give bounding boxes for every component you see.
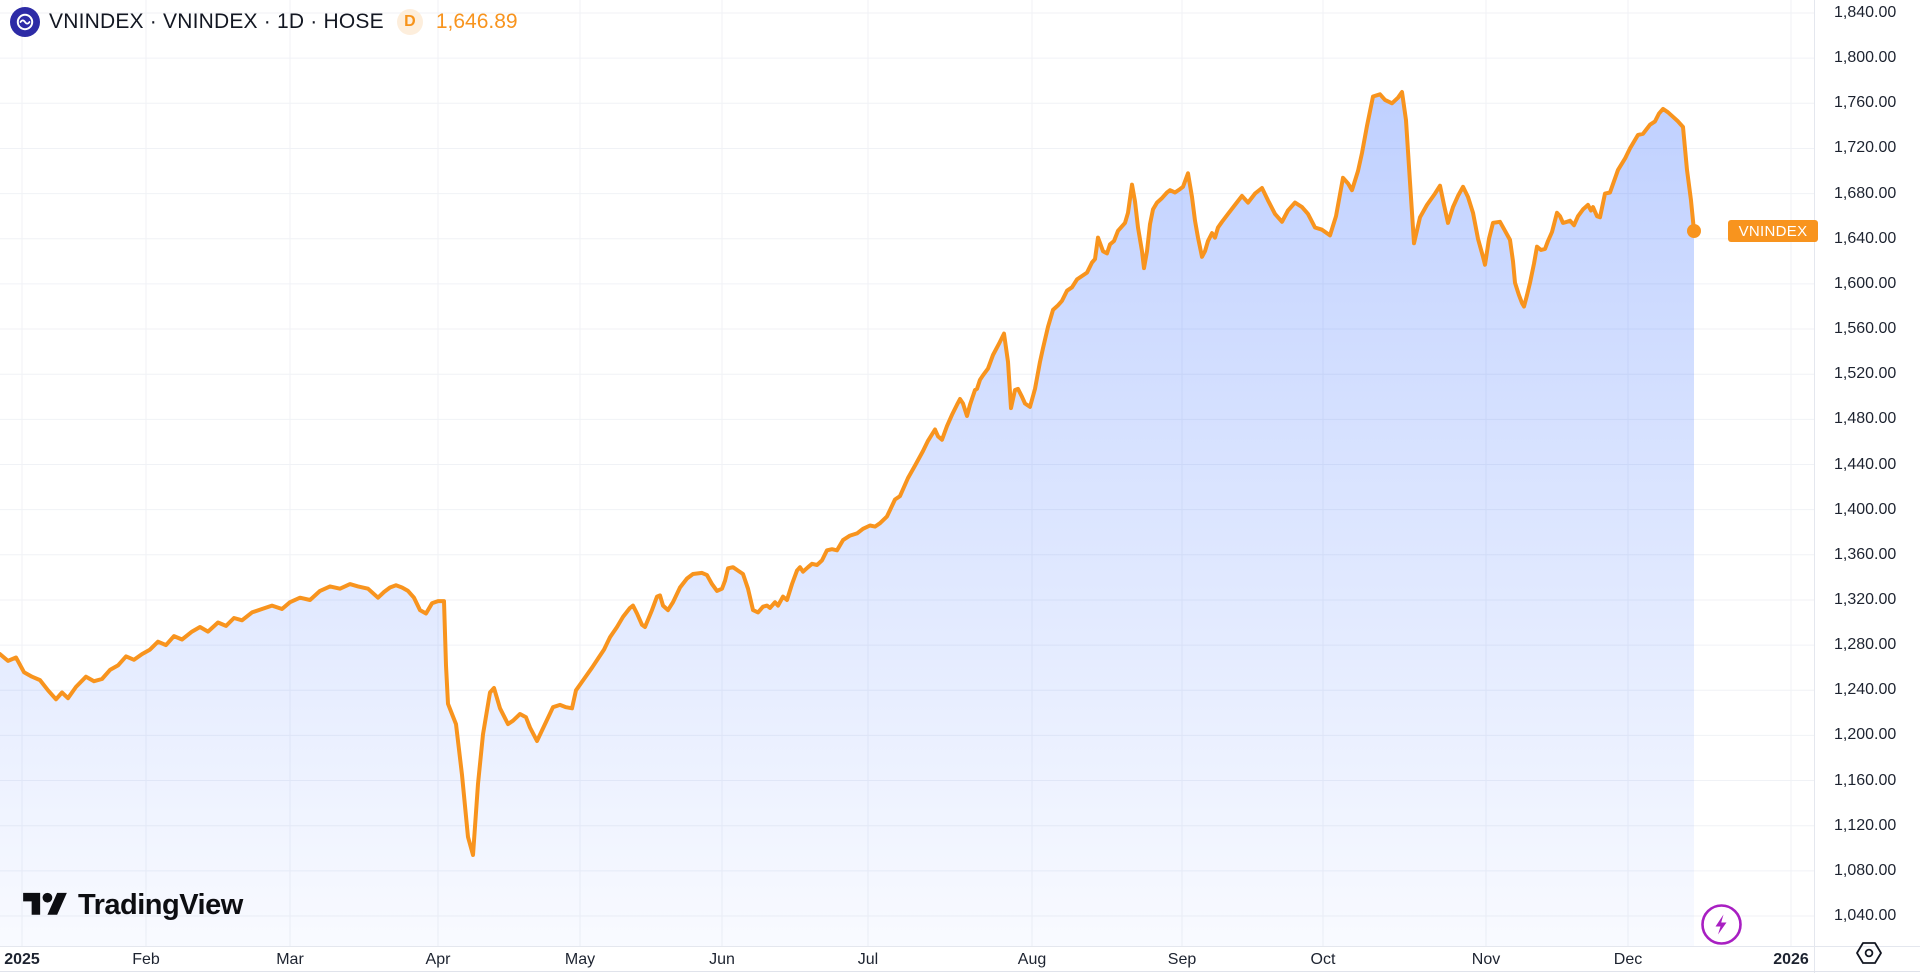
price-axis-label: 1,320.00 (1834, 591, 1897, 608)
time-axis-label: 2025 (4, 950, 40, 968)
time-axis[interactable]: 2025 Feb Mar Apr May Jun Jul Aug Sep Oct Nov Dec 202… (0, 946, 1814, 973)
price-axis-label: 1,560.00 (1834, 320, 1897, 338)
price-axis-label: 1,440.00 (1834, 455, 1897, 473)
price-axis[interactable]: 1,840.00 1,800.00 1,760.00 1,720.00 1,680.00… (1814, 0, 1920, 946)
axis-settings-button[interactable] (1852, 938, 1886, 968)
price-axis-label: 1,520.00 (1834, 365, 1897, 383)
lightning-icon (1701, 904, 1742, 945)
price-axis-label: 1,200.00 (1834, 726, 1897, 744)
interval-badge[interactable]: D (396, 9, 423, 35)
time-axis-label: Sep (1167, 950, 1197, 968)
hexagon-settings-icon (1856, 942, 1882, 964)
time-axis-label: Dec (1613, 950, 1643, 968)
price-axis-label: 1,040.00 (1834, 907, 1897, 924)
time-axis-label: Jun (709, 950, 735, 968)
time-axis-label: Apr (425, 950, 451, 968)
time-axis-label: Oct (1310, 950, 1336, 968)
price-axis-label: 1,280.00 (1834, 636, 1897, 654)
price-axis-label: 1,600.00 (1834, 274, 1897, 292)
time-axis-label: May (564, 950, 596, 968)
price-axis-label: 1,480.00 (1834, 410, 1897, 428)
price-axis-label: 1,680.00 (1834, 184, 1897, 202)
time-axis-label: Feb (132, 950, 160, 968)
time-axis-label: 2026 (1773, 950, 1809, 968)
bottom-border (0, 971, 1920, 972)
price-axis-label: 1,720.00 (1834, 139, 1897, 157)
flash-button[interactable] (1700, 903, 1743, 946)
symbol-title[interactable]: VNINDEX · VNINDEX · 1D · HOSE (49, 10, 384, 33)
time-axis-label: Nov (1471, 950, 1501, 968)
price-axis-label: 1,360.00 (1834, 545, 1897, 563)
tradingview-logo[interactable]: TradingView (22, 888, 243, 922)
time-axis-label: Jul (857, 950, 879, 968)
price-axis-label: 1,800.00 (1834, 49, 1897, 67)
price-axis-separator (1814, 0, 1815, 973)
price-axis-label: 1,080.00 (1834, 861, 1897, 879)
symbol-legend: VNINDEX · VNINDEX · 1D · HOSE D 1,646.89 (10, 6, 518, 38)
symbol-logo-icon (10, 7, 40, 37)
price-axis-label: 1,840.00 (1834, 4, 1897, 21)
tradingview-logomark-icon (23, 892, 67, 915)
price-axis-label: 1,240.00 (1834, 681, 1897, 699)
price-axis-label: 1,160.00 (1834, 771, 1897, 789)
price-axis-label: 1,640.00 (1834, 229, 1897, 247)
chart-canvas[interactable] (0, 0, 1920, 946)
price-axis-label: 1,400.00 (1834, 500, 1897, 518)
time-axis-separator (0, 946, 1920, 947)
price-line (0, 90, 1696, 857)
price-axis-label: 1,120.00 (1834, 816, 1897, 834)
series-name-badge: VNINDEX (1728, 220, 1818, 242)
last-price-marker (1687, 224, 1701, 238)
time-axis-label: Aug (1017, 950, 1047, 968)
time-axis-label: Mar (276, 950, 304, 968)
last-price-value: 1,646.89 (435, 10, 518, 33)
price-axis-label: 1,760.00 (1834, 94, 1897, 112)
area-fill (0, 92, 1694, 946)
tradingview-wordmark: TradingView (78, 888, 243, 921)
